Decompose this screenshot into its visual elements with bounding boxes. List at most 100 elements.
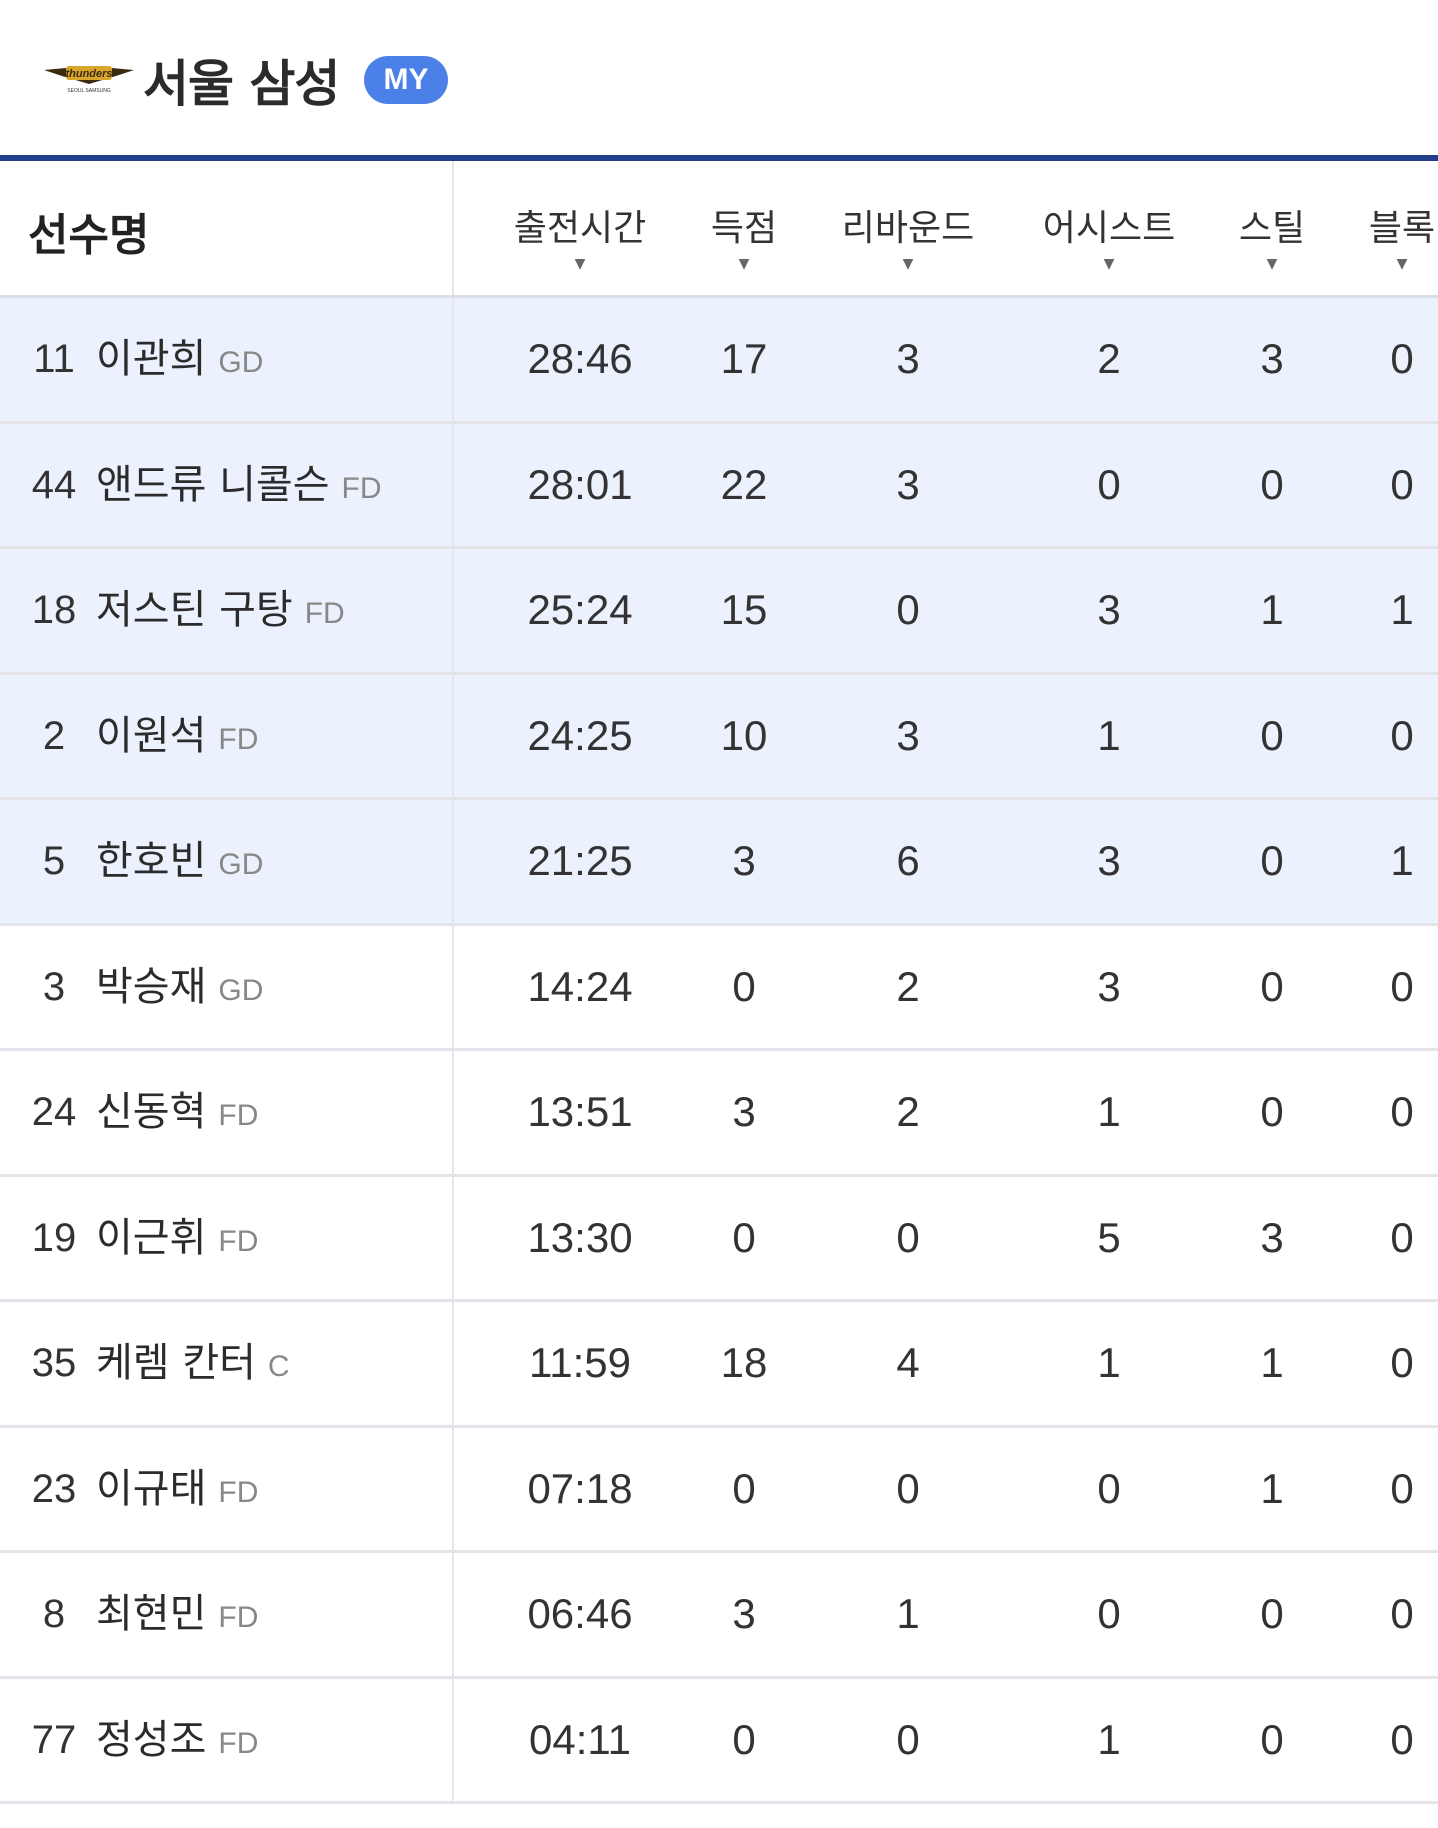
- header-divider: [0, 155, 1438, 161]
- stat-cell: 6: [896, 837, 920, 884]
- stat-cell: 0: [1260, 1088, 1284, 1135]
- player-position: FD: [218, 1726, 259, 1760]
- stat-cell: 0: [1260, 1715, 1284, 1763]
- table-row[interactable]: 8 최현민 FD 06:46 3 1 0 0 0: [0, 1553, 1438, 1679]
- stat-cell: 13:30: [527, 1213, 633, 1261]
- table-row[interactable]: 3 박승재 GD 14:24 0 2 3 0 0: [0, 925, 1438, 1052]
- sort-triangle-down-icon[interactable]: ▼: [1396, 256, 1408, 272]
- table-row[interactable]: 18 저스틴 구탕 FD 25:24 15 0 3 1 1: [0, 549, 1438, 675]
- player-name-cell[interactable]: 이원석 FD: [96, 675, 258, 801]
- stat-cell: 0: [1260, 711, 1284, 759]
- stat-cell: 0: [896, 586, 920, 633]
- player-position: FD: [218, 1099, 259, 1132]
- stat-cell: 14:24: [527, 962, 633, 1010]
- stat-cell: 21:25: [527, 837, 633, 884]
- player-name[interactable]: 이관희: [96, 336, 207, 382]
- stat-cell: 3: [896, 335, 920, 382]
- sort-triangle-down-icon[interactable]: ▼: [902, 256, 914, 272]
- table-row[interactable]: 2 이원석 FD 24:25 10 3 1 0 0: [0, 674, 1438, 801]
- player-name[interactable]: 저스틴 구탕: [96, 587, 293, 633]
- player-name-cell[interactable]: 한호빈 GD: [96, 800, 263, 926]
- column-header-3[interactable]: 어시스트 ▼: [1043, 199, 1175, 271]
- player-number: 11: [33, 337, 75, 381]
- player-number: 5: [42, 839, 66, 883]
- stat-cell: 0: [1390, 335, 1414, 382]
- my-team-badge[interactable]: MY: [364, 56, 448, 104]
- stat-cell: 25:24: [527, 586, 633, 633]
- table-row[interactable]: 19 이근휘 FD 13:30 0 0 5 3 0: [0, 1176, 1438, 1303]
- column-divider: [452, 423, 454, 546]
- column-header-label: 블록: [1368, 208, 1436, 249]
- column-header-2[interactable]: 리바운드 ▼: [842, 199, 974, 271]
- stat-cell: 2: [896, 1088, 920, 1135]
- player-name[interactable]: 이규태: [96, 1465, 207, 1512]
- stat-cell: 11:59: [529, 1339, 631, 1386]
- player-name-cell[interactable]: 최현민 FD: [96, 1553, 258, 1679]
- stat-cell: 0: [1260, 837, 1284, 884]
- player-name-cell[interactable]: 앤드류 니콜슨 FD: [96, 424, 382, 550]
- player-name[interactable]: 앤드류 니콜슨: [96, 461, 330, 508]
- table-row[interactable]: 35 케렘 칸터 C 11:59 18 4 1 1 0: [0, 1302, 1438, 1428]
- player-name[interactable]: 정성조: [96, 1716, 207, 1763]
- player-name-cell[interactable]: 케렘 칸터 C: [96, 1302, 290, 1428]
- stat-cell: 0: [732, 1464, 756, 1512]
- stat-cell: 0: [1390, 711, 1414, 759]
- column-divider: [452, 1678, 454, 1801]
- player-name-cell[interactable]: 이근휘 FD: [96, 1177, 258, 1303]
- stat-cell: 0: [732, 1213, 756, 1261]
- table-row[interactable]: 24 신동혁 FD 13:51 3 2 1 0 0: [0, 1051, 1438, 1177]
- stat-cell: 0: [1260, 460, 1284, 508]
- player-name[interactable]: 이원석: [96, 712, 207, 759]
- table-row[interactable]: 23 이규태 FD 07:18 0 0 0 1 0: [0, 1427, 1438, 1554]
- player-name[interactable]: 신동혁: [96, 1089, 207, 1135]
- svg-text:thunders: thunders: [65, 68, 112, 80]
- stat-cell: 3: [732, 837, 756, 884]
- stat-cell: 0: [1097, 1464, 1121, 1512]
- column-header-label: 스틸: [1238, 208, 1306, 249]
- column-divider: [452, 161, 454, 295]
- sort-triangle-down-icon[interactable]: ▼: [1266, 256, 1278, 272]
- column-header-5[interactable]: 블록 ▼: [1369, 199, 1435, 271]
- stat-cell: 13:51: [527, 1088, 633, 1135]
- sort-triangle-down-icon[interactable]: ▼: [1103, 256, 1115, 272]
- stat-cell: 0: [1390, 1590, 1414, 1637]
- column-header-0[interactable]: 출전시간 ▼: [514, 199, 646, 271]
- stat-cell: 1: [1390, 837, 1414, 884]
- stat-cell: 0: [1390, 460, 1414, 508]
- player-name[interactable]: 한호빈: [96, 838, 207, 884]
- player-position: GD: [218, 848, 264, 881]
- player-name-cell[interactable]: 박승재 GD: [96, 926, 263, 1052]
- player-name-cell[interactable]: 이관희 GD: [96, 298, 263, 424]
- stat-cell: 24:25: [527, 711, 633, 759]
- player-name-cell[interactable]: 저스틴 구탕 FD: [96, 549, 345, 675]
- player-name-cell[interactable]: 이규태 FD: [96, 1428, 258, 1554]
- player-name[interactable]: 이근휘: [96, 1214, 207, 1261]
- stat-cell: 1: [1390, 586, 1414, 633]
- stat-cell: 0: [1390, 1715, 1414, 1763]
- player-name[interactable]: 최현민: [96, 1591, 207, 1637]
- stat-cell: 28:46: [527, 335, 633, 382]
- table-row[interactable]: 44 앤드류 니콜슨 FD 28:01 22 3 0 0 0: [0, 423, 1438, 550]
- player-name-header: 선수명: [28, 210, 150, 261]
- table-row[interactable]: 77 정성조 FD 04:11 0 0 1 0 0: [0, 1678, 1438, 1805]
- player-number: 19: [31, 1215, 77, 1260]
- player-number: 2: [42, 713, 66, 758]
- column-header-4[interactable]: 스틸 ▼: [1239, 199, 1305, 271]
- sort-triangle-down-icon[interactable]: ▼: [574, 256, 586, 272]
- table-row[interactable]: 5 한호빈 GD 21:25 3 6 3 0 1: [0, 800, 1438, 926]
- column-header-label: 득점: [710, 208, 778, 249]
- player-name[interactable]: 케렘 칸터: [96, 1340, 256, 1386]
- column-header-label: 출전시간: [513, 208, 647, 249]
- stat-cell: 1: [896, 1590, 920, 1637]
- player-name[interactable]: 박승재: [96, 963, 207, 1010]
- player-name-cell[interactable]: 정성조 FD: [96, 1679, 258, 1805]
- column-divider: [452, 1553, 454, 1676]
- column-header-1[interactable]: 득점 ▼: [711, 199, 777, 271]
- svg-text:SEOUL SAMSUNG: SEOUL SAMSUNG: [67, 88, 111, 94]
- player-name-cell[interactable]: 신동혁 FD: [96, 1051, 258, 1177]
- player-position: FD: [304, 597, 345, 630]
- table-row[interactable]: 11 이관희 GD 28:46 17 3 2 3 0: [0, 298, 1438, 424]
- column-divider: [452, 1051, 454, 1174]
- sort-triangle-down-icon[interactable]: ▼: [738, 256, 750, 272]
- stat-cell: 0: [1260, 1590, 1284, 1637]
